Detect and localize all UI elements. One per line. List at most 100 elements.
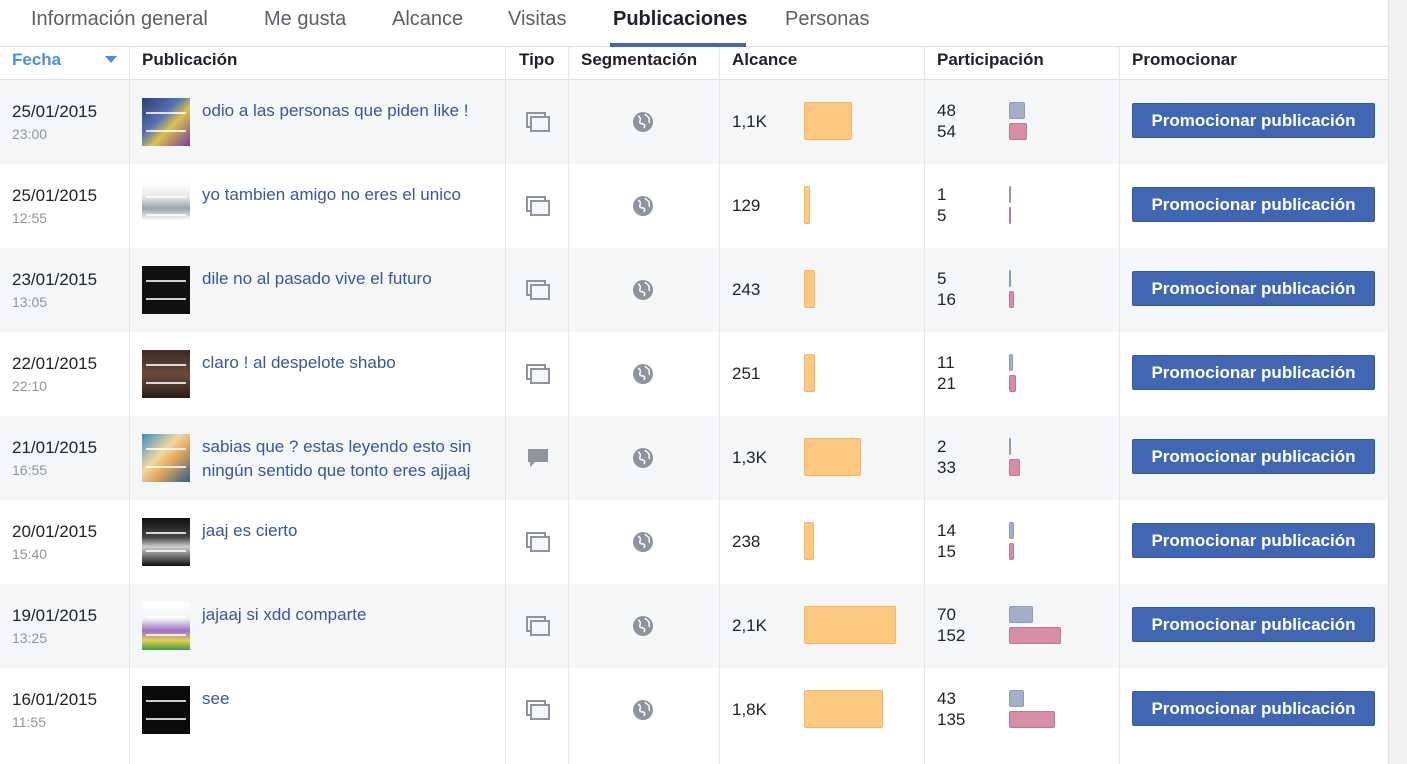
column-header-fecha[interactable]: Fecha	[12, 50, 62, 69]
globe-icon	[632, 531, 654, 553]
globe-icon	[632, 279, 654, 301]
promote-post-button[interactable]: Promocionar publicación	[1132, 607, 1375, 642]
engagement-bar-clicks	[1009, 606, 1033, 623]
promote-post-button[interactable]: Promocionar publicación	[1132, 355, 1375, 390]
engagement-bar-reactions	[1009, 543, 1014, 560]
promote-post-button[interactable]: Promocionar publicación	[1132, 271, 1375, 306]
engagement-bar-reactions	[1009, 375, 1016, 392]
engagement-value-reactions: 16	[937, 290, 956, 309]
post-thumbnail[interactable]	[142, 98, 190, 146]
engagement-value-reactions: 135	[937, 710, 966, 729]
active-tab-indicator	[610, 43, 746, 47]
tab-me-gusta[interactable]: Me gusta	[264, 8, 347, 30]
column-divider	[719, 47, 720, 764]
post-link[interactable]: claro ! al despelote shabo	[202, 353, 396, 372]
post-link[interactable]: odio a las personas que piden like !	[202, 101, 469, 120]
post-thumbnail[interactable]	[142, 518, 190, 566]
promote-post-button[interactable]: Promocionar publicación	[1132, 439, 1375, 474]
photo-icon	[525, 279, 551, 301]
engagement-bar-clicks	[1009, 522, 1014, 539]
reach-bar	[804, 606, 896, 644]
tab-personas[interactable]: Personas	[785, 8, 870, 30]
reach-value: 251	[732, 364, 761, 383]
engagement-value-reactions: 33	[937, 458, 956, 477]
column-header-promocionar: Promocionar	[1132, 50, 1237, 69]
post-date: 22/01/2015	[12, 354, 98, 373]
engagement-value-clicks: 43	[937, 689, 956, 708]
post-thumbnail[interactable]	[142, 686, 190, 734]
post-time: 12:55	[12, 210, 48, 226]
promote-post-button[interactable]: Promocionar publicación	[1132, 187, 1375, 222]
engagement-value-reactions: 54	[937, 122, 956, 141]
photo-icon	[525, 615, 551, 637]
reach-value: 1,1K	[732, 112, 767, 131]
promote-post-button[interactable]: Promocionar publicación	[1132, 691, 1375, 726]
post-thumbnail[interactable]	[142, 266, 190, 314]
post-link[interactable]: jaaj es cierto	[202, 521, 298, 540]
photo-icon	[525, 111, 551, 133]
column-divider	[568, 47, 569, 764]
engagement-bar-reactions	[1009, 627, 1061, 644]
reach-value: 2,1K	[732, 616, 767, 635]
post-thumbnail[interactable]	[142, 350, 190, 398]
column-header-segmentacion[interactable]: Segmentación	[581, 50, 698, 69]
post-date: 25/01/2015	[12, 186, 98, 205]
column-divider	[924, 47, 925, 764]
post-thumbnail[interactable]	[142, 182, 190, 230]
engagement-value-clicks: 70	[937, 605, 956, 624]
post-date: 19/01/2015	[12, 606, 98, 625]
post-date: 20/01/2015	[12, 522, 98, 541]
engagement-value-clicks: 11	[937, 353, 955, 372]
reach-bar	[804, 102, 852, 140]
post-link[interactable]: yo tambien amigo no eres el unico	[202, 185, 461, 204]
promote-post-button[interactable]: Promocionar publicación	[1132, 523, 1375, 558]
reach-value: 1,3K	[732, 448, 767, 467]
table-row: 23/01/2015 13:05 dile no al pasado vive el…	[0, 248, 1388, 332]
table-row: 19/01/2015 13:25 jajaaj si xdd comparte 2,1…	[0, 584, 1388, 668]
reach-bar	[804, 354, 815, 392]
post-link[interactable]: jajaaj si xdd comparte	[202, 605, 367, 624]
globe-icon	[632, 195, 654, 217]
post-thumbnail[interactable]	[142, 602, 190, 650]
post-date: 21/01/2015	[12, 438, 98, 457]
column-header-participacion[interactable]: Participación	[937, 50, 1044, 69]
post-time: 16:55	[12, 462, 48, 478]
engagement-value-clicks: 48	[937, 101, 956, 120]
post-time: 23:00	[12, 126, 48, 142]
post-time: 13:05	[12, 294, 48, 310]
table-row: 25/01/2015 23:00 odio a las personas que p…	[0, 80, 1388, 164]
post-date: 16/01/2015	[12, 690, 98, 709]
table-row: 21/01/2015 16:55 sabias que ? estas leyend…	[0, 416, 1388, 500]
engagement-value-reactions: 152	[937, 626, 966, 645]
tab-publicaciones[interactable]: Publicaciones	[613, 8, 748, 30]
engagement-bar-clicks	[1009, 186, 1011, 203]
vertical-scrollbar[interactable]	[1388, 0, 1407, 764]
post-link[interactable]: see	[202, 689, 230, 708]
tab-informacion-general[interactable]: Información general	[31, 8, 208, 30]
tab-visitas[interactable]: Visitas	[508, 8, 567, 30]
column-header-alcance[interactable]: Alcance	[732, 50, 798, 69]
promote-post-button[interactable]: Promocionar publicación	[1132, 103, 1375, 138]
engagement-value-reactions: 15	[937, 542, 956, 561]
engagement-bar-reactions	[1009, 207, 1011, 224]
engagement-bar-clicks	[1009, 690, 1024, 707]
insights-tab-bar: Información general Me gusta Alcance Vis…	[0, 0, 1388, 47]
post-link[interactable]: sabias que ? estas leyendo esto sin ning…	[202, 437, 472, 480]
post-thumbnail[interactable]	[142, 434, 190, 482]
engagement-value-clicks: 14	[937, 521, 956, 540]
table-row: 22/01/2015 22:10 claro ! al despelote shab…	[0, 332, 1388, 416]
column-divider	[129, 47, 130, 764]
engagement-bar-reactions	[1009, 711, 1055, 728]
globe-icon	[632, 699, 654, 721]
table-row: 25/01/2015 12:55 yo tambien amigo no eres …	[0, 164, 1388, 248]
engagement-value-clicks: 2	[937, 437, 947, 456]
sort-descending-icon[interactable]	[105, 56, 117, 63]
column-header-publicacion[interactable]: Publicación	[142, 50, 238, 69]
post-link[interactable]: dile no al pasado vive el futuro	[202, 269, 432, 288]
status-icon	[525, 447, 551, 469]
photo-icon	[525, 363, 551, 385]
table-row: 20/01/2015 15:40 jaaj es cierto 238 14 15 Prom…	[0, 500, 1388, 584]
column-header-tipo[interactable]: Tipo	[519, 50, 555, 69]
post-time: 11:55	[12, 714, 46, 730]
tab-alcance[interactable]: Alcance	[392, 8, 464, 30]
